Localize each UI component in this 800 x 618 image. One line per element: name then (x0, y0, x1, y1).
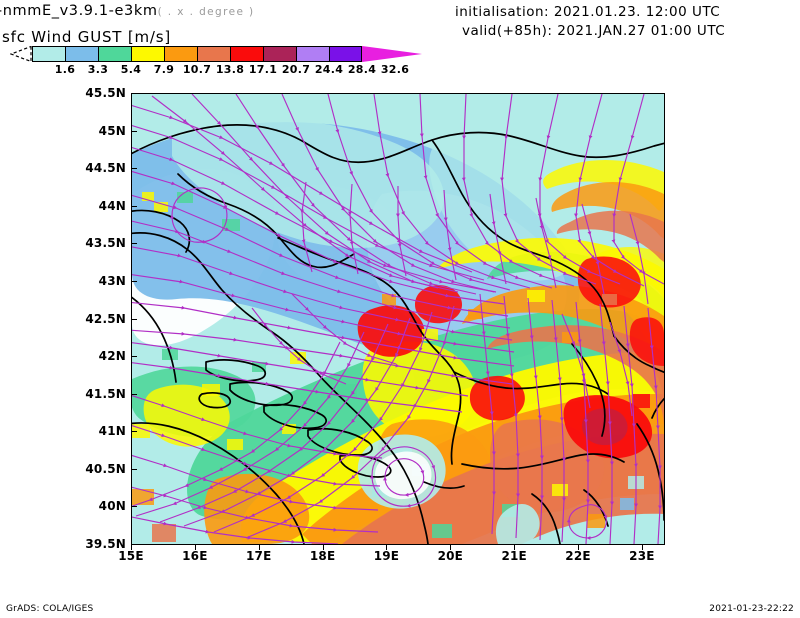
initialisation-time: initialisation: 2021.01.23. 12:00 UTC (455, 4, 721, 20)
colorbar-swatch-2 (98, 46, 131, 62)
lon-tick-label-18E: 18E (309, 549, 336, 563)
lat-tick-mark (131, 468, 137, 470)
colorbar-tick-7.9: 7.9 (153, 63, 175, 76)
lon-tick-mark (450, 544, 452, 550)
lat-tick-label-44.5N: 44.5N (85, 161, 126, 176)
lon-tick-label-21E: 21E (501, 549, 527, 563)
colorbar-swatch-3 (131, 46, 164, 62)
colorbar-tick-28.4: 28.4 (347, 63, 377, 76)
lon-tick-mark (514, 544, 516, 550)
lon-tick-mark (322, 544, 324, 550)
lat-tick-mark (131, 318, 137, 320)
colorbar-tick-1.6: 1.6 (54, 63, 76, 76)
lon-tick-label-22E: 22E (565, 549, 591, 563)
lon-tick-mark (578, 544, 580, 550)
model-title-resolution: ( . x . degree ) (157, 6, 255, 18)
lat-tick-label-40N: 40N (98, 499, 126, 514)
lat-tick-mark (131, 130, 137, 132)
lat-tick-label-45.5N: 45.5N (85, 86, 126, 100)
colorbar-tick-5.4: 5.4 (120, 63, 142, 76)
lat-tick-mark (131, 506, 137, 508)
footer-timestamp: 2021-01-23-22:22 (709, 604, 794, 614)
lon-tick-label-20E: 20E (437, 549, 464, 563)
colorbar-tick-3.3: 3.3 (87, 63, 109, 76)
lon-tick-label-17E: 17E (245, 549, 272, 563)
model-title-text: f-nmmE_v3.9.1-e3km (0, 3, 158, 19)
colorbar-tick-10.7: 10.7 (182, 63, 212, 76)
colorbar-swatch-6 (230, 46, 263, 62)
lat-tick-label-40.5N: 40.5N (85, 461, 126, 476)
lon-tick-label-19E: 19E (373, 549, 400, 563)
lat-tick-label-43N: 43N (98, 273, 126, 288)
model-title: f-nmmE_v3.9.1-e3km( . x . degree ) (0, 3, 255, 19)
colorbar-tick-24.4: 24.4 (314, 63, 344, 76)
lat-tick-mark (131, 243, 137, 245)
lat-tick-mark (131, 93, 137, 94)
lat-tick-mark (131, 393, 137, 395)
colorbar-tick-17.1: 17.1 (248, 63, 278, 76)
colorbar-over-arrow-icon (362, 46, 422, 62)
valid-time: valid(+85h): 2021.JAN.27 01:00 UTC (462, 23, 726, 39)
lat-tick-mark (131, 168, 137, 170)
lat-tick-mark (131, 544, 137, 545)
colorbar-swatch-5 (197, 46, 230, 62)
lon-tick-mark (386, 544, 388, 550)
lat-tick-mark (131, 205, 137, 207)
colorbar-swatch-9 (329, 46, 362, 62)
colorbar-swatch-0 (32, 46, 65, 62)
colorbar-tick-20.7: 20.7 (281, 63, 311, 76)
lat-tick-label-42N: 42N (98, 349, 126, 364)
lon-tick-label-16E: 16E (182, 549, 208, 563)
lat-tick-mark (131, 280, 137, 282)
colorbar-title: sfc Wind GUST [m/s] (2, 28, 172, 46)
colorbar-swatches (32, 46, 362, 62)
colorbar-swatch-1 (65, 46, 98, 62)
lat-tick-label-41N: 41N (98, 424, 126, 439)
lon-tick-mark (258, 544, 260, 550)
lon-tick-label-15E: 15E (118, 549, 144, 563)
lon-tick-mark (131, 544, 132, 550)
map-canvas (132, 94, 664, 544)
lat-tick-mark (131, 431, 137, 433)
lat-tick-label-42.5N: 42.5N (85, 311, 126, 326)
colorbar-tick-32.6: 32.6 (380, 63, 410, 76)
lat-tick-label-43.5N: 43.5N (85, 236, 126, 251)
lon-tick-mark (194, 544, 196, 550)
lat-tick-label-44N: 44N (98, 198, 126, 213)
lat-tick-label-41.5N: 41.5N (85, 386, 126, 401)
colorbar-tick-13.8: 13.8 (215, 63, 245, 76)
footer-attribution: GrADS: COLA/IGES (6, 604, 94, 614)
colorbar-swatch-4 (164, 46, 197, 62)
colorbar-under-arrow-icon (10, 46, 32, 62)
lon-tick-label-23E: 23E (629, 549, 655, 563)
lat-tick-label-45N: 45N (98, 123, 126, 138)
colorbar-swatch-8 (296, 46, 329, 62)
weather-map-plot[interactable] (131, 93, 665, 545)
wind-streamline-layer (132, 94, 664, 544)
lon-tick-mark (641, 544, 643, 550)
colorbar-swatch-7 (263, 46, 296, 62)
lat-tick-mark (131, 356, 137, 358)
lat-tick-label-39.5N: 39.5N (85, 537, 126, 551)
